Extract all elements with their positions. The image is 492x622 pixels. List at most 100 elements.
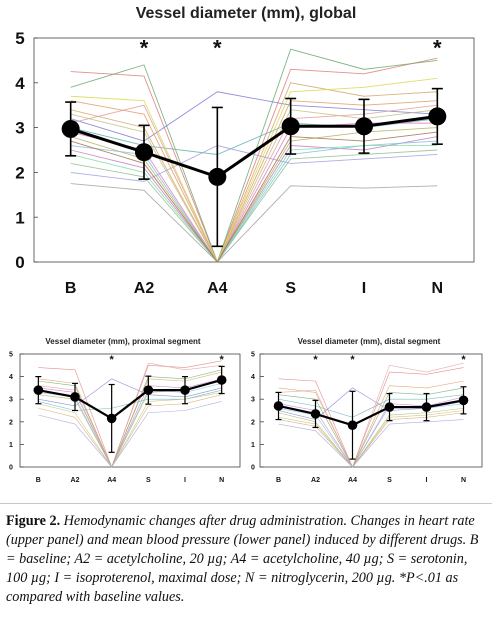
significance-marker: * (313, 354, 318, 366)
y-tick-label: 4 (251, 374, 255, 381)
individual-series-line (38, 378, 222, 468)
significance-marker: * (140, 36, 149, 61)
chart-global-panel: Vessel diameter (mm), global 0 1 2 3 4 5 B A2 A4… (0, 0, 492, 310)
individual-series-line (278, 407, 464, 468)
y-tick-label: 0 (15, 253, 24, 272)
mean-point (421, 402, 432, 412)
individual-series-line (278, 367, 464, 468)
mean-point (180, 385, 190, 395)
mean-point (428, 107, 447, 126)
mean-point (70, 392, 80, 402)
significance-marker: * (350, 354, 355, 366)
chart-title: Vessel diameter (mm), distal segment (297, 337, 441, 346)
y-tick-label: 5 (15, 29, 24, 48)
individual-series-line (70, 145, 438, 182)
individual-series-line (38, 371, 222, 468)
x-tick-label: A4 (107, 477, 116, 484)
chart-distal-svg: 0 1 2 3 4 5 B A2 A4 S I N * * * (251, 352, 483, 484)
x-tick-label: A4 (207, 280, 228, 297)
x-tick-label: B (276, 477, 281, 484)
x-tick-label: B (65, 280, 77, 297)
individual-series-line (70, 140, 438, 263)
y-tick-label: 0 (251, 465, 255, 472)
mean-point (458, 395, 469, 406)
individual-series-line (278, 412, 464, 468)
individual-series-line (38, 378, 222, 407)
plot-frame (19, 353, 241, 468)
chart-title: Vessel diameter (mm), proximal segment (45, 337, 201, 346)
individual-series-line (278, 403, 464, 468)
individual-series-line (278, 380, 464, 468)
individual-series-line (70, 145, 438, 263)
mean-point (208, 167, 227, 186)
individual-series-line (70, 183, 438, 263)
mean-point (61, 119, 80, 138)
x-tick-label: S (285, 280, 296, 297)
individual-series-line (38, 394, 222, 468)
y-tick-label: 2 (15, 164, 24, 183)
y-tick-label: 2 (251, 419, 255, 426)
x-tick-label: I (362, 280, 366, 297)
individual-series-line (70, 77, 438, 264)
individual-series-line (70, 127, 438, 263)
x-tick-label: N (461, 477, 466, 484)
mean-point (143, 385, 154, 395)
y-tick-label: 3 (251, 397, 255, 404)
significance-marker: * (433, 36, 442, 61)
individual-series-line (70, 82, 438, 264)
y-tick-label: 3 (9, 397, 13, 404)
individual-series-line (70, 109, 438, 263)
x-tick-label: I (184, 477, 186, 484)
y-tick-label: 0 (9, 465, 13, 472)
individual-series-line (70, 48, 438, 264)
individual-series-line (38, 392, 222, 468)
caption-body: Hemodynamic changes after drug administr… (6, 513, 479, 605)
chart-proximal-panel: Vessel diameter (mm), proximal segment 0… (0, 336, 246, 488)
y-tick-label: 1 (251, 442, 255, 449)
chart-proximal-svg: 0 1 2 3 4 5 B A2 A4 S I N * * (9, 352, 241, 484)
x-tick-label: I (426, 477, 428, 484)
x-tick-label: A4 (348, 477, 357, 484)
individual-series-line (38, 362, 222, 468)
mean-point (310, 409, 321, 419)
x-tick-label: A2 (71, 477, 80, 484)
mean-point (106, 413, 117, 424)
chart-global-svg: 0 1 2 3 4 5 B A2 A4 S I N * * * (15, 29, 475, 297)
individual-series-line (70, 131, 438, 263)
mean-point (33, 385, 44, 395)
y-tick-label: 1 (9, 442, 13, 449)
individual-series-line (38, 389, 222, 411)
mean-point (347, 420, 358, 430)
plot-frame (259, 353, 483, 468)
individual-series-line (70, 149, 438, 263)
individual-series-line (70, 57, 438, 264)
individual-series-line (278, 396, 464, 468)
plot-frame (33, 37, 475, 263)
y-tick-label: 4 (9, 374, 13, 381)
y-tick-label: 5 (251, 352, 255, 359)
significance-marker: * (461, 354, 466, 366)
x-tick-label: N (432, 280, 444, 297)
mean-point (135, 143, 153, 162)
x-tick-label: S (387, 477, 392, 484)
x-tick-label: A2 (134, 280, 155, 297)
significance-marker: * (110, 354, 115, 366)
figure-caption: Figure 2. Hemodynamic changes after drug… (6, 512, 486, 607)
y-tick-label: 1 (15, 208, 24, 227)
chart-title: Vessel diameter (mm), global (135, 5, 357, 22)
individual-series-line (38, 360, 222, 468)
mean-series-line (278, 399, 464, 427)
significance-marker: * (220, 354, 225, 366)
chart-distal-panel: Vessel diameter (mm), distal segment 0 1 2… (246, 336, 492, 488)
individual-series-line (38, 380, 222, 468)
mean-point (216, 375, 227, 385)
x-tick-label: B (36, 477, 41, 484)
individual-series-line (278, 410, 464, 468)
individual-series-line (38, 369, 222, 468)
y-tick-label: 4 (15, 74, 25, 93)
mean-point (273, 401, 284, 411)
mean-point (355, 117, 373, 136)
individual-series-line (70, 136, 438, 263)
caption-lead: Figure 2. (6, 513, 61, 529)
y-tick-label: 2 (9, 419, 13, 426)
